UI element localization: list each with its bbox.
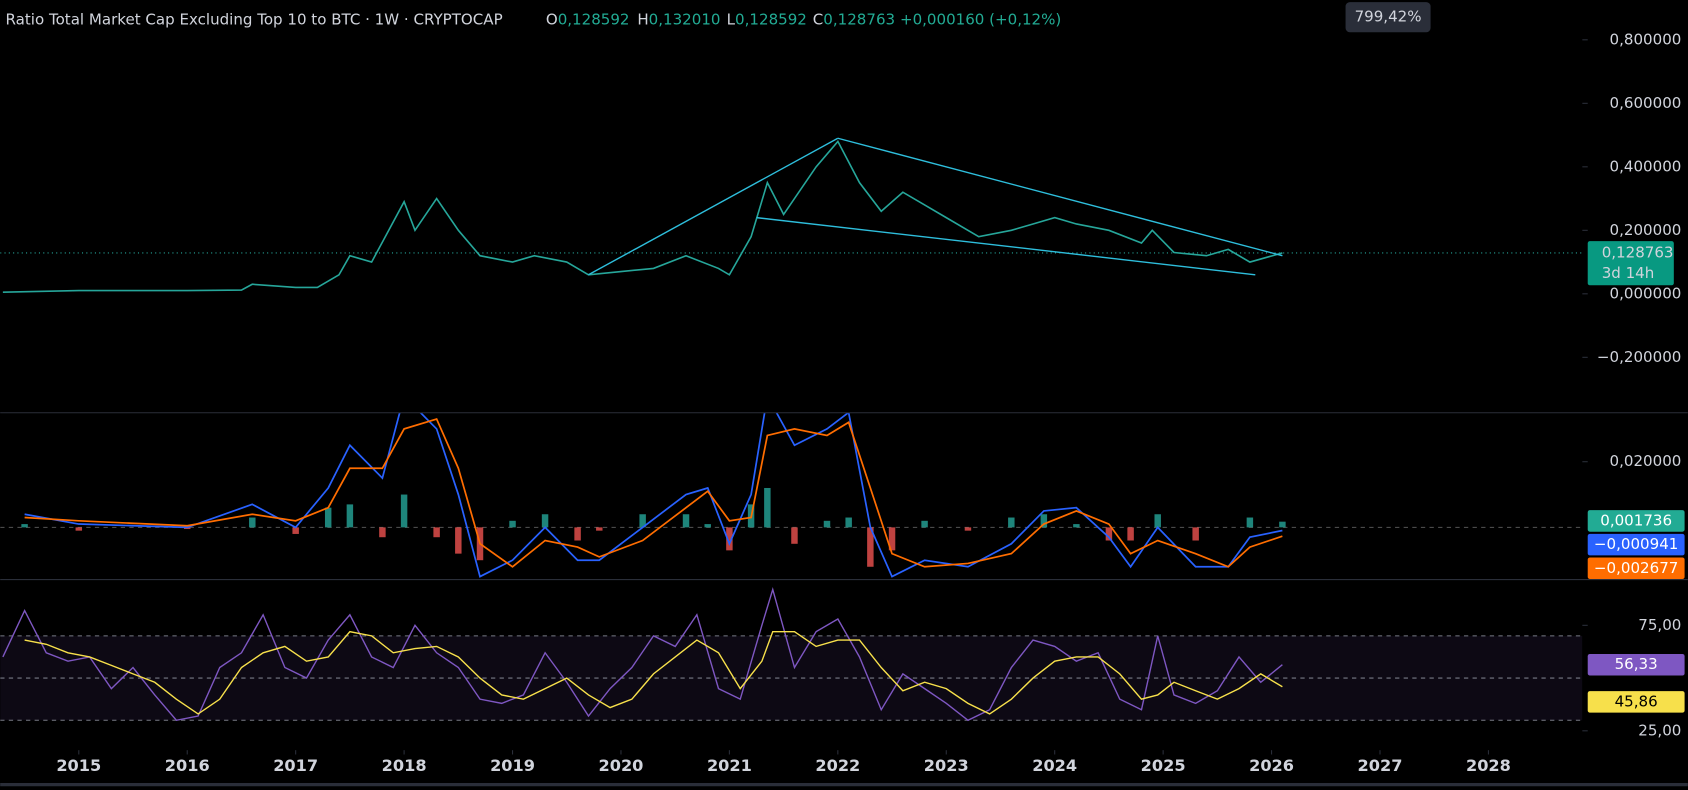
signal-last-label-box xyxy=(1587,557,1685,580)
histogram-bar xyxy=(574,527,581,541)
ohlc-value: 0,132010 xyxy=(649,10,721,28)
x-tick-label: 2025 xyxy=(1141,756,1186,775)
y-tick-label: 0,400000 xyxy=(1610,157,1682,175)
signal-line xyxy=(24,417,1283,568)
y-tick-label: 0,800000 xyxy=(1610,30,1682,48)
y-tick-label: 0,020000 xyxy=(1610,452,1682,470)
histogram-bar xyxy=(455,527,462,554)
last-price-box xyxy=(1587,241,1674,286)
x-tick-label: 2028 xyxy=(1466,756,1511,775)
histogram-bar xyxy=(21,524,28,528)
y-tick-label: 25,00 xyxy=(1638,721,1681,739)
histogram-bar xyxy=(1008,517,1015,528)
x-tick-label: 2026 xyxy=(1249,756,1294,775)
histogram-bar xyxy=(249,517,256,528)
histogram-bar xyxy=(704,524,711,528)
histogram-bar xyxy=(1105,527,1113,541)
countdown: 3d 14h xyxy=(1602,264,1655,282)
histogram-bar xyxy=(639,514,646,528)
pane xyxy=(0,413,1583,578)
histogram-bar xyxy=(764,487,771,528)
histogram-last-label-box xyxy=(1587,510,1685,532)
x-tick-label: 2022 xyxy=(815,756,860,775)
x-tick-label: 2016 xyxy=(165,756,210,775)
ohlc-label: H xyxy=(637,10,648,28)
histogram-bar xyxy=(400,494,408,528)
histogram-bar xyxy=(1040,514,1048,528)
header: Ratio Total Market Cap Excluding Top 10 … xyxy=(6,10,1062,28)
histogram-bar xyxy=(324,507,332,528)
x-tick-label: 2024 xyxy=(1032,756,1077,775)
histogram-bar xyxy=(726,527,733,551)
symbol-title: Ratio Total Market Cap Excluding Top 10 … xyxy=(6,10,503,28)
scale-tooltip-box xyxy=(1345,2,1431,33)
ohlc-value: 0,128592 xyxy=(558,10,630,28)
trendline xyxy=(837,137,1283,257)
price-line xyxy=(2,139,1283,294)
histogram-bar xyxy=(867,527,874,567)
rsi-ma-last-label-box xyxy=(1587,691,1685,713)
x-tick-label: 2020 xyxy=(599,756,644,775)
rsi-last-label: 56,33 xyxy=(1615,655,1658,673)
signal-last-label: −0,002677 xyxy=(1594,559,1678,577)
rsi-ma-last-label: 45,86 xyxy=(1615,692,1658,710)
plot-layers: 0,800000 0,600000 0,400000 0,200000 0,000000… xyxy=(0,30,1685,775)
y-tick-label: 75,00 xyxy=(1638,616,1681,634)
ohlc-label: L xyxy=(727,10,736,28)
histogram-bar xyxy=(1154,514,1161,528)
pane xyxy=(0,137,1583,294)
histogram-bar xyxy=(1279,521,1286,528)
rsi-line xyxy=(2,586,1283,722)
histogram-bar xyxy=(1246,517,1254,528)
y-tick-label: 0,600000 xyxy=(1610,94,1682,112)
histogram-bar xyxy=(379,527,386,538)
x-tick-label: 2017 xyxy=(273,756,318,775)
histogram-bar xyxy=(921,520,928,528)
trendline xyxy=(756,216,1256,276)
histogram-bar xyxy=(1192,527,1199,541)
histogram-bar xyxy=(75,527,83,531)
x-tick-label: 2019 xyxy=(490,756,535,775)
x-tick-label: 2015 xyxy=(56,756,101,775)
histogram-bar xyxy=(823,520,831,528)
y-tick-label: −0,200000 xyxy=(1597,348,1681,366)
ohlc-label: C xyxy=(813,10,824,28)
macd-last-label-box xyxy=(1587,533,1685,556)
macd-last-label: −0,000941 xyxy=(1594,535,1678,553)
x-tick-label: 2018 xyxy=(382,756,427,775)
x-tick-label: 2023 xyxy=(924,756,969,775)
histogram-last-label: 0,001736 xyxy=(1600,511,1672,529)
x-tick-label: 2027 xyxy=(1358,756,1403,775)
histogram-bar xyxy=(433,527,440,538)
ohlc-label: O xyxy=(546,10,558,28)
trendline xyxy=(588,137,839,276)
scale-tooltip: 799,42% xyxy=(1355,8,1422,26)
histogram-bar xyxy=(888,527,896,551)
histogram-bar xyxy=(1127,527,1134,541)
y-tick-label: 0,200000 xyxy=(1610,221,1682,239)
y-tick-label: 0,000000 xyxy=(1610,284,1682,302)
histogram-bar xyxy=(791,527,798,544)
change: +0,000160 (+0,12%) xyxy=(900,10,1061,28)
histogram-bar xyxy=(292,527,299,534)
histogram-bar xyxy=(964,527,972,531)
histogram-bar xyxy=(596,527,603,531)
histogram-bar xyxy=(509,520,516,528)
last-price-label: 0,128763 xyxy=(1602,243,1674,261)
rsi-ma-line xyxy=(24,630,1283,715)
pane xyxy=(0,586,1583,722)
histogram-bar xyxy=(1073,524,1080,528)
ohlc-value: 0,128763 xyxy=(823,10,895,28)
histogram-bar xyxy=(541,514,549,528)
histogram-bar xyxy=(845,517,852,528)
histogram-bar xyxy=(346,504,354,528)
rsi-last-label-box xyxy=(1587,653,1685,676)
histogram-bar xyxy=(682,514,690,528)
ohlc-value: 0,128592 xyxy=(735,10,807,28)
macd-line xyxy=(24,413,1283,578)
x-tick-label: 2021 xyxy=(707,756,752,775)
